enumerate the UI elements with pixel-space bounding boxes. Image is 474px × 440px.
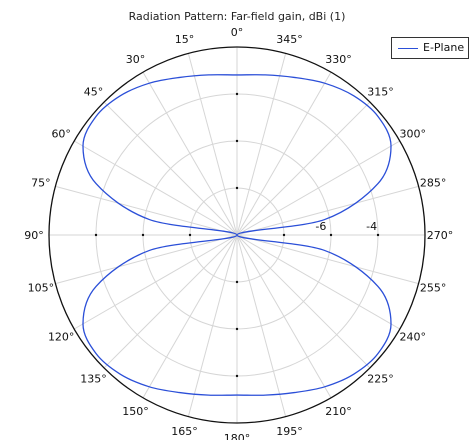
angle-label-330: 330°	[325, 53, 352, 66]
grid-spoke-105	[55, 234, 238, 285]
grid-spoke-60	[73, 140, 238, 236]
angle-label-225: 225°	[367, 373, 394, 386]
axis-dot-270-1	[282, 233, 286, 237]
axis-dot-180-1	[235, 280, 239, 284]
axis-dot-90-3	[94, 233, 98, 237]
radial-label-1: -4	[366, 220, 377, 233]
angle-label-255: 255°	[420, 282, 447, 295]
radial-label-0: -6	[315, 220, 326, 233]
angle-label-195: 195°	[276, 425, 303, 438]
outer-circle	[48, 46, 426, 424]
angle-label-0: 0°	[231, 26, 244, 39]
angle-label-45: 45°	[84, 85, 104, 98]
angle-label-180: 180°	[224, 432, 251, 440]
angle-label-120: 120°	[48, 331, 75, 344]
grid-spoke-195	[236, 234, 287, 417]
grid-spoke-240	[236, 234, 401, 330]
grid-spoke-165	[187, 234, 238, 417]
grid-spoke-330	[236, 71, 332, 236]
angle-label-60: 60°	[51, 128, 71, 141]
grid-spoke-135	[103, 234, 238, 369]
angle-label-135: 135°	[80, 373, 107, 386]
axis-dot-90-1	[188, 233, 192, 237]
grid-spoke-285	[236, 185, 419, 236]
angle-label-75: 75°	[31, 176, 51, 189]
axis-dot-0-2	[235, 139, 239, 143]
grid-spoke-150	[142, 234, 238, 399]
chart-title: Radiation Pattern: Far-field gain, dBi (…	[128, 10, 346, 23]
angle-label-285: 285°	[420, 176, 447, 189]
angle-label-165: 165°	[171, 425, 198, 438]
grid-spoke-15	[187, 53, 238, 236]
axis-dot-270-2	[329, 233, 333, 237]
grid-spoke-255	[236, 234, 419, 285]
legend: E-Plane	[391, 37, 469, 59]
axis-dot-180-3	[235, 374, 239, 378]
grid-spoke-345	[236, 53, 287, 236]
legend-label-e-plane: E-Plane	[423, 41, 465, 54]
legend-swatch-e-plane	[398, 48, 418, 49]
angle-label-270: 270°	[427, 229, 454, 242]
axis-dot-180-2	[235, 327, 239, 331]
angle-label-90: 90°	[24, 229, 44, 242]
grid-spoke-300	[236, 140, 401, 236]
angle-label-315: 315°	[367, 85, 394, 98]
angle-label-240: 240°	[400, 331, 427, 344]
grid-spoke-30	[142, 71, 238, 236]
angle-label-345: 345°	[276, 33, 303, 46]
axis-dot-0-1	[235, 186, 239, 190]
axis-dot-270-3	[376, 233, 380, 237]
angle-label-210: 210°	[325, 405, 352, 418]
grid-spoke-315	[236, 101, 371, 236]
grid-spoke-225	[236, 234, 371, 369]
angle-label-150: 150°	[122, 405, 149, 418]
grid-spoke-75	[55, 185, 238, 236]
grid-spoke-210	[236, 234, 332, 399]
grid-spoke-45	[103, 101, 238, 236]
axis-dot-0-3	[235, 92, 239, 96]
series-line-0	[82, 74, 392, 396]
axis-dot-90-2	[141, 233, 145, 237]
grid-spoke-120	[73, 234, 238, 330]
angle-label-30: 30°	[126, 53, 146, 66]
angle-label-15: 15°	[175, 33, 195, 46]
angle-label-300: 300°	[400, 128, 427, 141]
angle-label-105: 105°	[28, 282, 55, 295]
